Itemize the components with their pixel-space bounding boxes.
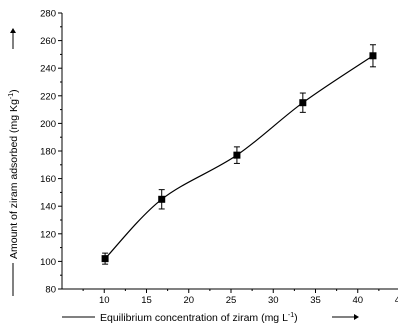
data-point [233,151,241,159]
y-axis-label-close: ) [8,89,20,93]
y-tick-label: 120 [40,229,56,240]
data-point [299,99,307,107]
data-point [101,255,109,263]
y-tick-label: 220 [40,91,56,102]
x-tick-label: 35 [310,295,321,306]
y-tick-label: 200 [40,119,56,130]
y-title-arrow-head [10,28,16,33]
y-tick-label: 160 [40,174,56,185]
svg-text:Equilibrium concentration of z: Equilibrium concentration of ziram (mg L… [100,312,298,324]
data-point [369,52,377,60]
x-ticks: 10 15 20 25 30 35 40 45 [82,289,398,306]
x-tick-label: 25 [226,295,237,306]
x-tick-label: 30 [268,295,279,306]
y-axis-label: Amount of ziram adsorbed (mg Kg [8,99,20,259]
x-tick-label: 15 [141,295,152,306]
y-tick-label: 240 [40,64,56,75]
x-tick-label: 20 [183,295,194,306]
plot-frame [61,13,398,290]
x-axis-label-close: ) [294,312,298,324]
data-points [101,52,377,263]
svg-text:Amount of ziram adsorbed (mg K: Amount of ziram adsorbed (mg Kg-1) [8,89,20,259]
x-tick-label: 10 [99,295,110,306]
y-tick-label: 280 [40,9,56,20]
x-axis-title: Equilibrium concentration of ziram (mg L… [62,312,359,324]
x-axis-label: Equilibrium concentration of ziram (mg L [100,312,288,324]
x-tick-label: 45 [395,295,398,306]
y-tick-label: 260 [40,36,56,47]
x-axis-label-sup: -1 [288,312,294,319]
y-tick-label: 180 [40,147,56,158]
y-axis-title: Amount of ziram adsorbed (mg Kg-1) [8,28,20,296]
y-tick-label: 140 [40,202,56,213]
y-ticks: 80 100 120 140 160 180 200 220 240 260 280 [40,9,62,296]
x-title-arrow-head [354,314,359,320]
y-tick-label: 80 [45,285,56,296]
x-tick-label: 40 [352,295,363,306]
y-tick-label: 100 [40,257,56,268]
data-point [158,195,166,203]
y-axis-label-sup: -1 [8,93,15,99]
